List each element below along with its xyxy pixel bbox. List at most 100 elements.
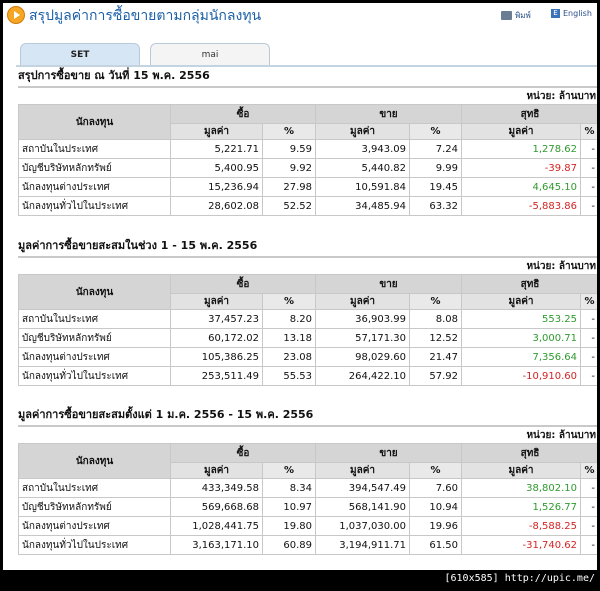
net-value: -31,740.62 [461,535,582,555]
buy-value: 253,511.49 [170,366,263,386]
net-percent: - [580,328,597,348]
tab-set[interactable]: SET [20,43,140,66]
sell-value: 5,440.82 [315,158,411,178]
investor-name: นักลงทุนทั่วไปในประเทศ [18,366,171,386]
investor-table: นักลงทุน ซื้อ ขาย สุทธิ มูลค่า % มูลค่า … [18,104,597,216]
buy-value: 60,172.02 [170,328,263,348]
net-percent: - [580,535,597,555]
buy-percent: 8.34 [261,478,317,498]
col-buy-percent: % [261,462,317,479]
net-value: 3,000.71 [461,328,582,348]
sell-value: 98,029.60 [315,347,411,367]
net-value: 4,645.10 [461,177,582,197]
sell-percent: 61.50 [409,535,463,555]
page-header: สรุปมูลค่าการซื้อขายตามกลุ่มนักลงทุน พิม… [3,3,597,29]
col-sell-percent: % [409,293,463,310]
buy-percent: 10.97 [261,497,317,517]
table-subheader-row: มูลค่า % มูลค่า % มูลค่า % [19,293,597,310]
sell-value: 264,422.10 [315,366,411,386]
net-percent: - [580,347,597,367]
net-percent: - [580,309,597,329]
sell-value: 36,903.99 [315,309,411,329]
sell-value: 57,171.30 [315,328,411,348]
table-row: สถาบันในประเทศ 433,349.58 8.34 394,547.4… [18,478,597,498]
table-row: นักลงทุนทั่วไปในประเทศ 3,163,171.10 60.8… [18,535,597,555]
english-flag-icon[interactable]: E [551,9,560,18]
sell-value: 34,485.94 [315,196,411,216]
investor-name: สถาบันในประเทศ [18,309,171,329]
col-sell-value: มูลค่า [315,123,411,140]
col-net: สุทธิ [461,104,597,124]
sell-percent: 8.08 [409,309,463,329]
sell-value: 1,037,030.00 [315,516,411,536]
col-investor: นักลงทุน [18,274,171,310]
sell-percent: 7.24 [409,139,463,159]
unit-label: หน่วย: ล้านบาท [526,91,596,102]
col-net-value: มูลค่า [461,123,582,140]
buy-value: 5,400.95 [170,158,263,178]
buy-value: 1,028,441.75 [170,516,263,536]
table-row: นักลงทุนต่างประเทศ 1,028,441.75 19.80 1,… [18,516,597,536]
col-buy-value: มูลค่า [170,123,263,140]
table-row: บัญชีบริษัทหลักทรัพย์ 5,400.95 9.92 5,44… [18,158,597,178]
col-net: สุทธิ [461,274,597,294]
col-buy-percent: % [261,293,317,310]
table-header-row: นักลงทุน ซื้อ ขาย สุทธิ [18,443,597,479]
buy-value: 569,668.68 [170,497,263,517]
investor-table: นักลงทุน ซื้อ ขาย สุทธิ มูลค่า % มูลค่า … [18,443,597,555]
table-row: นักลงทุนทั่วไปในประเทศ 253,511.49 55.53 … [18,366,597,386]
col-buy: ซื้อ [169,104,317,124]
col-buy-value: มูลค่า [170,462,263,479]
table-row: สถาบันในประเทศ 5,221.71 9.59 3,943.09 7.… [18,139,597,159]
investor-name: นักลงทุนต่างประเทศ [18,347,171,367]
investor-name: นักลงทุนต่างประเทศ [18,516,171,536]
tab-divider [16,65,597,67]
net-percent: - [580,158,597,178]
buy-percent: 13.18 [261,328,317,348]
table-row: นักลงทุนต่างประเทศ 15,236.94 27.98 10,59… [18,177,597,197]
net-percent: - [580,177,597,197]
investor-name: บัญชีบริษัทหลักทรัพย์ [18,158,171,178]
market-tabs: SET mai [3,43,597,67]
print-label[interactable]: พิมพ์ [515,11,531,20]
section-title: สรุปการซื้อขาย ณ วันที่ 15 พ.ค. 2556 [18,69,210,82]
net-percent: - [580,478,597,498]
col-buy-percent: % [261,123,317,140]
tab-mai[interactable]: mai [150,43,270,66]
col-buy: ซื้อ [169,274,317,294]
buy-value: 15,236.94 [170,177,263,197]
net-value: -39.87 [461,158,582,178]
language-link[interactable]: E English [551,9,592,18]
sell-percent: 10.94 [409,497,463,517]
buy-percent: 23.08 [261,347,317,367]
sell-value: 10,591.84 [315,177,411,197]
buy-percent: 9.92 [261,158,317,178]
buy-percent: 9.59 [261,139,317,159]
table-header-row: นักลงทุน ซื้อ ขาย สุทธิ [18,104,597,140]
orange-arrow-bullet-icon [7,6,25,24]
buy-value: 433,349.58 [170,478,263,498]
language-label[interactable]: English [563,9,592,18]
col-net-value: มูลค่า [461,462,582,479]
sell-value: 394,547.49 [315,478,411,498]
section-title: มูลค่าการซื้อขายสะสมตั้งแต่ 1 ม.ค. 2556 … [18,408,314,421]
col-sell-value: มูลค่า [315,293,411,310]
table-row: สถาบันในประเทศ 37,457.23 8.20 36,903.99 … [18,309,597,329]
sell-value: 3,194,911.71 [315,535,411,555]
net-percent: - [580,366,597,386]
section-divider [18,425,597,427]
sell-percent: 9.99 [409,158,463,178]
sell-percent: 57.92 [409,366,463,386]
page-title: สรุปมูลค่าการซื้อขายตามกลุ่มนักลงทุน [29,8,262,24]
net-value: 1,278.62 [461,139,582,159]
buy-percent: 60.89 [261,535,317,555]
col-investor: นักลงทุน [18,443,171,479]
col-net-percent: % [580,123,597,140]
sell-percent: 19.45 [409,177,463,197]
net-value: -8,588.25 [461,516,582,536]
sell-percent: 21.47 [409,347,463,367]
net-value: -5,883.86 [461,196,582,216]
investor-name: นักลงทุนทั่วไปในประเทศ [18,196,171,216]
print-link[interactable]: พิมพ์ [501,9,531,22]
printer-icon[interactable] [501,11,512,20]
